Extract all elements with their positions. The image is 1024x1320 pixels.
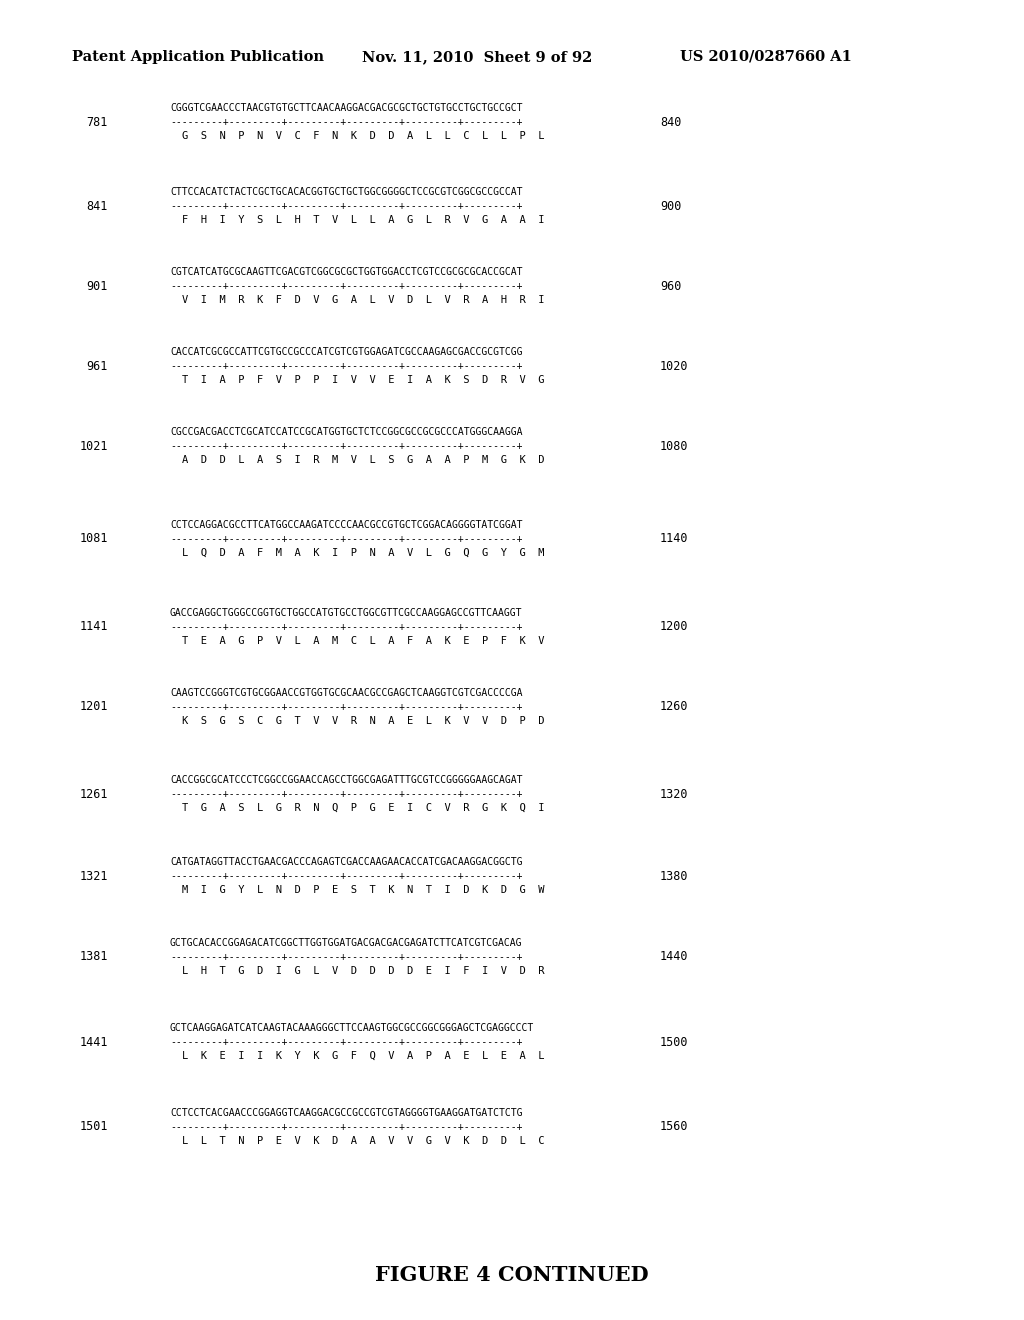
Text: 1201: 1201	[80, 701, 108, 714]
Text: US 2010/0287660 A1: US 2010/0287660 A1	[680, 50, 852, 63]
Text: 1021: 1021	[80, 440, 108, 453]
Text: F  H  I  Y  S  L  H  T  V  L  L  A  G  L  R  V  G  A  A  I: F H I Y S L H T V L L A G L R V G A A I	[182, 215, 545, 224]
Text: 1501: 1501	[80, 1121, 108, 1134]
Text: ---------+---------+---------+---------+---------+---------+: ---------+---------+---------+---------+…	[170, 441, 522, 451]
Text: ---------+---------+---------+---------+---------+---------+: ---------+---------+---------+---------+…	[170, 281, 522, 290]
Text: GCTCAAGGAGATCATCAAGTACAAAGGGCTTCCAAGTGGCGCCGGCGGGAGCTCGAGGCCCT: GCTCAAGGAGATCATCAAGTACAAAGGGCTTCCAAGTGGC…	[170, 1023, 535, 1034]
Text: CCTCCAGGACGCCTTCATGGCCAAGATCCCCAACGCCGTGCTCGGACAGGGGTATCGGAT: CCTCCAGGACGCCTTCATGGCCAAGATCCCCAACGCCGTG…	[170, 520, 522, 531]
Text: ---------+---------+---------+---------+---------+---------+: ---------+---------+---------+---------+…	[170, 952, 522, 962]
Text: CACCATCGCGCCATTCGTGCCGCCCATCGTCGTGGAGATCGCCAAGAGCGACCGCGTCGG: CACCATCGCGCCATTCGTGCCGCCCATCGTCGTGGAGATC…	[170, 347, 522, 356]
Text: 960: 960	[660, 280, 681, 293]
Text: CACCGGCGCATCCCTCGGCCGGAACCAGCCTGGCGAGATTTGCGTCCGGGGGAAGCAGAT: CACCGGCGCATCCCTCGGCCGGAACCAGCCTGGCGAGATT…	[170, 775, 522, 785]
Text: 1080: 1080	[660, 440, 688, 453]
Text: 1500: 1500	[660, 1035, 688, 1048]
Text: V  I  M  R  K  F  D  V  G  A  L  V  D  L  V  R  A  H  R  I: V I M R K F D V G A L V D L V R A H R I	[182, 294, 545, 305]
Text: T  G  A  S  L  G  R  N  Q  P  G  E  I  C  V  R  G  K  Q  I: T G A S L G R N Q P G E I C V R G K Q I	[182, 803, 545, 813]
Text: Nov. 11, 2010  Sheet 9 of 92: Nov. 11, 2010 Sheet 9 of 92	[362, 50, 592, 63]
Text: 1441: 1441	[80, 1035, 108, 1048]
Text: 840: 840	[660, 116, 681, 128]
Text: 1440: 1440	[660, 950, 688, 964]
Text: 1020: 1020	[660, 359, 688, 372]
Text: L  H  T  G  D  I  G  L  V  D  D  D  D  E  I  F  I  V  D  R: L H T G D I G L V D D D D E I F I V D R	[182, 966, 545, 975]
Text: 1321: 1321	[80, 870, 108, 883]
Text: T  E  A  G  P  V  L  A  M  C  L  A  F  A  K  E  P  F  K  V: T E A G P V L A M C L A F A K E P F K V	[182, 636, 545, 645]
Text: L  K  E  I  I  K  Y  K  G  F  Q  V  A  P  A  E  L  E  A  L: L K E I I K Y K G F Q V A P A E L E A L	[182, 1051, 545, 1061]
Text: 1140: 1140	[660, 532, 688, 545]
Text: 841: 841	[87, 199, 108, 213]
Text: ---------+---------+---------+---------+---------+---------+: ---------+---------+---------+---------+…	[170, 622, 522, 632]
Text: 1200: 1200	[660, 620, 688, 634]
Text: 1381: 1381	[80, 950, 108, 964]
Text: 1380: 1380	[660, 870, 688, 883]
Text: FIGURE 4 CONTINUED: FIGURE 4 CONTINUED	[375, 1265, 649, 1284]
Text: ---------+---------+---------+---------+---------+---------+: ---------+---------+---------+---------+…	[170, 117, 522, 127]
Text: Patent Application Publication: Patent Application Publication	[72, 50, 324, 63]
Text: ---------+---------+---------+---------+---------+---------+: ---------+---------+---------+---------+…	[170, 789, 522, 799]
Text: 1260: 1260	[660, 701, 688, 714]
Text: 901: 901	[87, 280, 108, 293]
Text: CCTCCTCACGAACCCGGAGGTCAAGGACGCCGCCGTCGTAGGGGTGAAGGATGATCTCTG: CCTCCTCACGAACCCGGAGGTCAAGGACGCCGCCGTCGTA…	[170, 1107, 522, 1118]
Text: ---------+---------+---------+---------+---------+---------+: ---------+---------+---------+---------+…	[170, 702, 522, 711]
Text: 781: 781	[87, 116, 108, 128]
Text: CGTCATCATGCGCAAGTTCGACGTCGGCGCGCTGGTGGACCTCGTCCGCGCGCACCGCAT: CGTCATCATGCGCAAGTTCGACGTCGGCGCGCTGGTGGAC…	[170, 267, 522, 277]
Text: A  D  D  L  A  S  I  R  M  V  L  S  G  A  A  P  M  G  K  D: A D D L A S I R M V L S G A A P M G K D	[182, 455, 545, 465]
Text: GCTGCACACCGGAGACATCGGCTTGGTGGATGACGACGACGAGATCTTCATCGTCGACAG: GCTGCACACCGGAGACATCGGCTTGGTGGATGACGACGAC…	[170, 939, 522, 948]
Text: 961: 961	[87, 359, 108, 372]
Text: K  S  G  S  C  G  T  V  V  R  N  A  E  L  K  V  V  D  P  D: K S G S C G T V V R N A E L K V V D P D	[182, 715, 545, 726]
Text: L  Q  D  A  F  M  A  K  I  P  N  A  V  L  G  Q  G  Y  G  M: L Q D A F M A K I P N A V L G Q G Y G M	[182, 548, 545, 558]
Text: ---------+---------+---------+---------+---------+---------+: ---------+---------+---------+---------+…	[170, 201, 522, 211]
Text: CATGATAGGTTACCTGAACGACCCAGAGTCGACCAAGAACACCATCGACAAGGACGGCTG: CATGATAGGTTACCTGAACGACCCAGAGTCGACCAAGAAC…	[170, 857, 522, 867]
Text: CGGGTCGAACCCTAACGTGTGCTTCAACAAGGACGACGCGCTGCTGTGCCTGCTGCCGCT: CGGGTCGAACCCTAACGTGTGCTTCAACAAGGACGACGCG…	[170, 103, 522, 114]
Text: CAAGTCCGGGTCGTGCGGAACCGTGGTGCGCAACGCCGAGCTCAAGGTCGTCGACCCCGA: CAAGTCCGGGTCGTGCGGAACCGTGGTGCGCAACGCCGAG…	[170, 688, 522, 698]
Text: 1081: 1081	[80, 532, 108, 545]
Text: L  L  T  N  P  E  V  K  D  A  A  V  V  G  V  K  D  D  L  C: L L T N P E V K D A A V V G V K D D L C	[182, 1137, 545, 1146]
Text: 1261: 1261	[80, 788, 108, 800]
Text: CTTCCACATCTACTCGCTGCACACGGTGCTGCTGGCGGGGCTCCGCGTCGGCGCCGCCAT: CTTCCACATCTACTCGCTGCACACGGTGCTGCTGGCGGGG…	[170, 187, 522, 197]
Text: ---------+---------+---------+---------+---------+---------+: ---------+---------+---------+---------+…	[170, 871, 522, 880]
Text: M  I  G  Y  L  N  D  P  E  S  T  K  N  T  I  D  K  D  G  W: M I G Y L N D P E S T K N T I D K D G W	[182, 884, 545, 895]
Text: 1141: 1141	[80, 620, 108, 634]
Text: ---------+---------+---------+---------+---------+---------+: ---------+---------+---------+---------+…	[170, 360, 522, 371]
Text: CGCCGACGACCTCGCATCCATCCGCATGGTGCTCTCCGGCGCCGCGCCCATGGGCAAGGA: CGCCGACGACCTCGCATCCATCCGCATGGTGCTCTCCGGC…	[170, 426, 522, 437]
Text: ---------+---------+---------+---------+---------+---------+: ---------+---------+---------+---------+…	[170, 1122, 522, 1133]
Text: ---------+---------+---------+---------+---------+---------+: ---------+---------+---------+---------+…	[170, 535, 522, 544]
Text: 1560: 1560	[660, 1121, 688, 1134]
Text: 900: 900	[660, 199, 681, 213]
Text: G  S  N  P  N  V  C  F  N  K  D  D  A  L  L  C  L  L  P  L: G S N P N V C F N K D D A L L C L L P L	[182, 131, 545, 141]
Text: ---------+---------+---------+---------+---------+---------+: ---------+---------+---------+---------+…	[170, 1038, 522, 1047]
Text: 1320: 1320	[660, 788, 688, 800]
Text: GACCGAGGCTGGGCCGGTGCTGGCCATGTGCCTGGCGTTCGCCAAGGAGCCGTTCAAGGT: GACCGAGGCTGGGCCGGTGCTGGCCATGTGCCTGGCGTTC…	[170, 609, 522, 618]
Text: T  I  A  P  F  V  P  P  I  V  V  E  I  A  K  S  D  R  V  G: T I A P F V P P I V V E I A K S D R V G	[182, 375, 545, 385]
